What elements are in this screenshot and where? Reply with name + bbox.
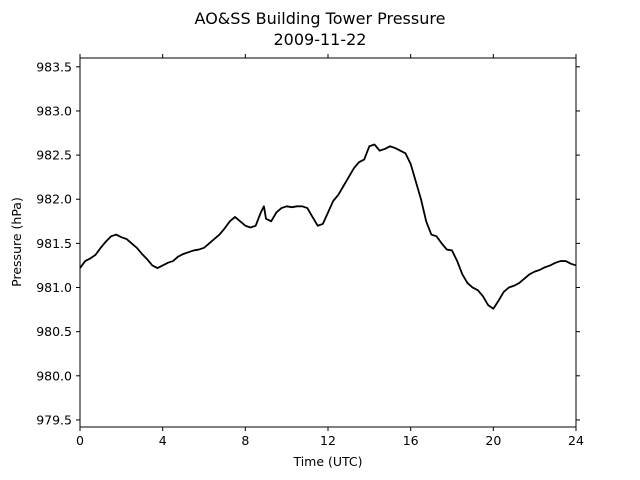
y-tick-label: 980.0 <box>36 368 72 383</box>
y-tick-label: 981.0 <box>36 280 72 295</box>
x-tick-label: 0 <box>76 433 84 448</box>
y-tick-label: 979.5 <box>36 412 72 427</box>
y-axis-label: Pressure (hPa) <box>9 197 24 287</box>
plot-area <box>79 143 577 310</box>
plot-frame <box>79 57 577 428</box>
y-tick-label: 983.5 <box>36 59 72 74</box>
pressure-series-line <box>79 143 577 310</box>
y-tick-label: 982.0 <box>36 192 72 207</box>
axis-ticks: 0 4 8 12 16 20 24 979.5 980.0 980.5 981.0 981.5 982.… <box>36 54 584 448</box>
y-tick-label: 982.5 <box>36 148 72 163</box>
x-tick-label: 24 <box>568 433 584 448</box>
chart-title: AO&SS Building Tower Pressure <box>195 9 446 28</box>
x-tick-label: 20 <box>485 433 501 448</box>
x-tick-label: 16 <box>403 433 419 448</box>
x-tick-label: 12 <box>320 433 336 448</box>
y-tick-label: 980.5 <box>36 324 72 339</box>
y-tick-label: 981.5 <box>36 236 72 251</box>
chart-subtitle: 2009-11-22 <box>274 30 367 49</box>
x-tick-label: 8 <box>241 433 249 448</box>
x-axis-label: Time (UTC) <box>292 454 362 469</box>
y-tick-label: 983.0 <box>36 103 72 118</box>
x-tick-label: 4 <box>159 433 167 448</box>
